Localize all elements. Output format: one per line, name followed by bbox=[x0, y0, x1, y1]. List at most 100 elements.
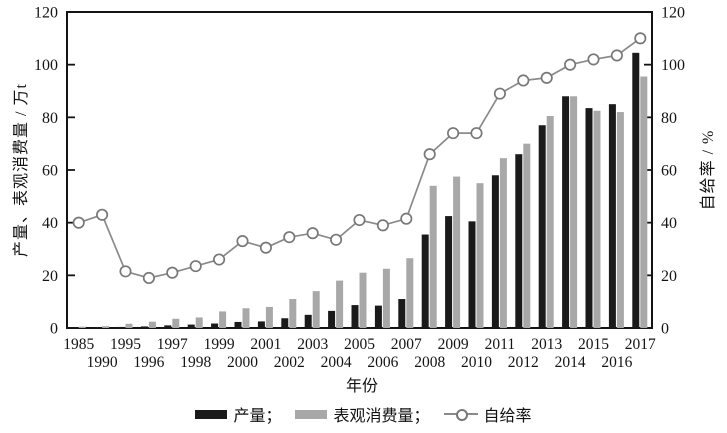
x-tick-label: 2014 bbox=[555, 354, 586, 371]
bar bbox=[445, 216, 453, 328]
line-marker bbox=[610, 49, 623, 62]
right-tick-label: 80 bbox=[661, 110, 677, 127]
line-marker bbox=[236, 235, 249, 248]
bar bbox=[172, 318, 180, 328]
bar bbox=[281, 318, 289, 328]
bar bbox=[234, 321, 242, 328]
bar bbox=[608, 104, 616, 329]
left-tick-label: 20 bbox=[42, 268, 58, 285]
x-tick-label: 2001 bbox=[250, 336, 281, 353]
x-tick-label: 2003 bbox=[297, 336, 328, 353]
bar bbox=[632, 52, 640, 329]
bar bbox=[195, 317, 203, 328]
legend-label-consumption: 表观消费量； bbox=[333, 408, 430, 425]
bar bbox=[187, 324, 195, 328]
line-marker bbox=[330, 233, 343, 246]
line-marker bbox=[306, 227, 319, 240]
x-tick-label: 2006 bbox=[367, 354, 398, 371]
line-marker bbox=[353, 213, 366, 227]
bar bbox=[382, 268, 390, 328]
legend-label-production: 产量； bbox=[233, 408, 282, 425]
bar bbox=[289, 299, 297, 328]
line-marker bbox=[259, 241, 272, 254]
bar bbox=[499, 158, 507, 328]
bar bbox=[117, 326, 125, 328]
bar bbox=[374, 305, 382, 328]
line-marker bbox=[400, 212, 413, 225]
right-tick-label: 60 bbox=[661, 163, 677, 180]
line-marker bbox=[564, 58, 577, 71]
bars-production bbox=[70, 52, 640, 329]
right-axis-title: 自给率 / % bbox=[700, 129, 717, 211]
bar bbox=[78, 326, 86, 328]
bar bbox=[398, 299, 406, 328]
bar bbox=[585, 108, 593, 328]
bar bbox=[562, 96, 570, 329]
x-tick-label: 2010 bbox=[461, 354, 492, 371]
line-marker bbox=[142, 271, 155, 285]
bar bbox=[570, 96, 578, 329]
x-tick-label: 2017 bbox=[625, 336, 656, 353]
bar bbox=[242, 308, 250, 328]
bar bbox=[257, 321, 265, 328]
left-tick-label: 0 bbox=[50, 321, 58, 338]
x-tick-label: 2015 bbox=[578, 336, 609, 353]
x-tick-label: 2007 bbox=[391, 336, 422, 353]
right-tick-label: 120 bbox=[661, 5, 685, 22]
bar bbox=[140, 326, 148, 328]
left-tick-label: 80 bbox=[42, 110, 58, 127]
consumption-bar-swatch bbox=[295, 409, 328, 419]
line-marker bbox=[119, 265, 132, 278]
bar bbox=[125, 323, 133, 328]
bar bbox=[616, 112, 624, 328]
left-tick-label: 40 bbox=[42, 215, 58, 232]
line-marker bbox=[517, 74, 530, 87]
line-marker bbox=[72, 216, 85, 229]
bar bbox=[546, 116, 554, 329]
left-axis-title: 产量、表观消费量 / 万t bbox=[13, 83, 30, 257]
line-marker bbox=[283, 231, 296, 244]
line-marker bbox=[540, 71, 553, 84]
x-tick-label: 2004 bbox=[321, 354, 352, 371]
bar bbox=[336, 280, 344, 328]
bar bbox=[421, 234, 429, 328]
line-marker bbox=[447, 127, 460, 140]
line-marker bbox=[493, 87, 506, 100]
right-tick-label: 0 bbox=[661, 321, 669, 338]
x-tick-label: 2016 bbox=[601, 354, 632, 371]
x-tick-label: 1990 bbox=[87, 354, 118, 371]
right-tick-label: 40 bbox=[661, 215, 677, 232]
bar bbox=[164, 325, 172, 328]
line-marker bbox=[587, 53, 600, 66]
line-marker bbox=[189, 260, 202, 273]
right-tick-label: 20 bbox=[661, 268, 677, 285]
right-tick-label: 100 bbox=[661, 57, 685, 74]
x-tick-label: 1985 bbox=[63, 336, 94, 353]
bar bbox=[70, 327, 78, 328]
bar bbox=[453, 176, 461, 328]
bar bbox=[523, 143, 531, 328]
line-marker bbox=[96, 208, 109, 221]
x-tick-label: 1999 bbox=[204, 336, 235, 353]
bar bbox=[359, 272, 367, 328]
left-tick-label: 60 bbox=[42, 163, 58, 180]
bar bbox=[265, 306, 273, 328]
left-tick-label: 120 bbox=[34, 5, 58, 22]
self-sufficiency-markers bbox=[72, 32, 647, 285]
x-tick-label: 2013 bbox=[531, 336, 562, 353]
bar bbox=[476, 183, 484, 328]
x-axis-title: 年份 bbox=[345, 378, 379, 395]
x-tick-label: 2002 bbox=[274, 354, 305, 371]
x-tick-label: 2000 bbox=[227, 354, 258, 371]
bar bbox=[491, 175, 499, 328]
x-tick-label: 2005 bbox=[344, 336, 375, 353]
line-marker bbox=[423, 148, 436, 161]
bar bbox=[304, 314, 312, 328]
bar bbox=[211, 323, 219, 328]
bar bbox=[102, 326, 110, 328]
line-marker bbox=[634, 32, 647, 45]
x-tick-label: 2008 bbox=[414, 354, 445, 371]
bar bbox=[406, 258, 414, 328]
